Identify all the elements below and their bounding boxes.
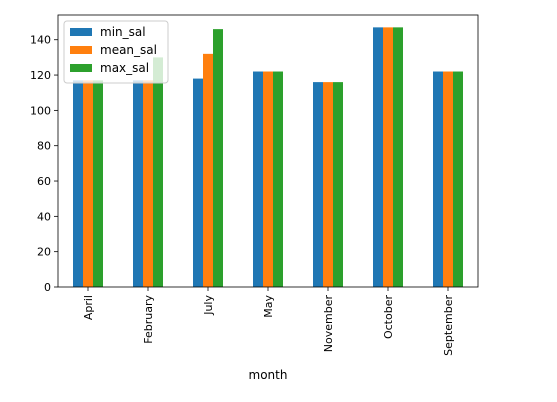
y-tick-label: 80: [37, 140, 51, 153]
y-tick-label: 100: [30, 104, 51, 117]
x-tick-label: February: [142, 295, 155, 344]
legend-swatch-min_sal: [70, 28, 92, 36]
bar-mean_sal-November: [323, 82, 333, 287]
bar-max_sal-September: [453, 71, 463, 288]
bar-min_sal-February: [133, 80, 143, 287]
y-axis: 0 20 40 60 80 100 120 140: [30, 34, 58, 294]
bar-mean_sal-October: [383, 27, 393, 287]
y-tick-label: 60: [37, 175, 51, 188]
x-tick-label: September: [442, 295, 455, 356]
x-axis: April February July May November October Septe…: [82, 287, 455, 356]
x-axis-label: month: [249, 368, 288, 382]
bar-min_sal-September: [433, 71, 443, 288]
bar-mean_sal-April: [83, 80, 93, 287]
y-tick-label: 0: [44, 281, 51, 294]
x-tick-label: October: [382, 295, 395, 339]
legend: min_sal mean_sal max_sal: [63, 20, 169, 84]
bar-mean_sal-July: [203, 53, 213, 287]
bar-max_sal-November: [333, 82, 343, 287]
y-tick-label: 120: [30, 69, 51, 82]
x-tick-label: May: [262, 295, 275, 318]
bar-min_sal-November: [313, 82, 323, 287]
bar-min_sal-April: [73, 80, 83, 287]
bars-layer: [73, 27, 463, 288]
bar-max_sal-April: [93, 80, 103, 287]
bar-max_sal-July: [213, 29, 223, 287]
legend-label-mean_sal: mean_sal: [100, 43, 157, 57]
y-tick-label: 20: [37, 246, 51, 259]
bar-max_sal-February: [153, 57, 163, 287]
bar-max_sal-October: [393, 27, 403, 287]
bar-mean_sal-February: [143, 80, 153, 287]
legend-label-max_sal: max_sal: [100, 61, 149, 75]
legend-label-min_sal: min_sal: [100, 25, 146, 39]
plot-area-frame: [57, 14, 479, 288]
bar-min_sal-October: [373, 27, 383, 287]
bar-mean_sal-September: [443, 71, 453, 288]
x-tick-label: April: [82, 295, 95, 320]
y-tick-label: 140: [30, 34, 51, 47]
legend-swatch-max_sal: [70, 64, 92, 72]
legend-swatch-mean_sal: [70, 46, 92, 54]
bar-min_sal-July: [193, 78, 203, 288]
bar-min_sal-May: [253, 71, 263, 288]
x-tick-label: November: [322, 295, 335, 353]
bar-mean_sal-May: [263, 71, 273, 288]
x-tick-label: July: [202, 295, 215, 316]
bar-max_sal-May: [273, 71, 283, 288]
y-tick-label: 40: [37, 210, 51, 223]
